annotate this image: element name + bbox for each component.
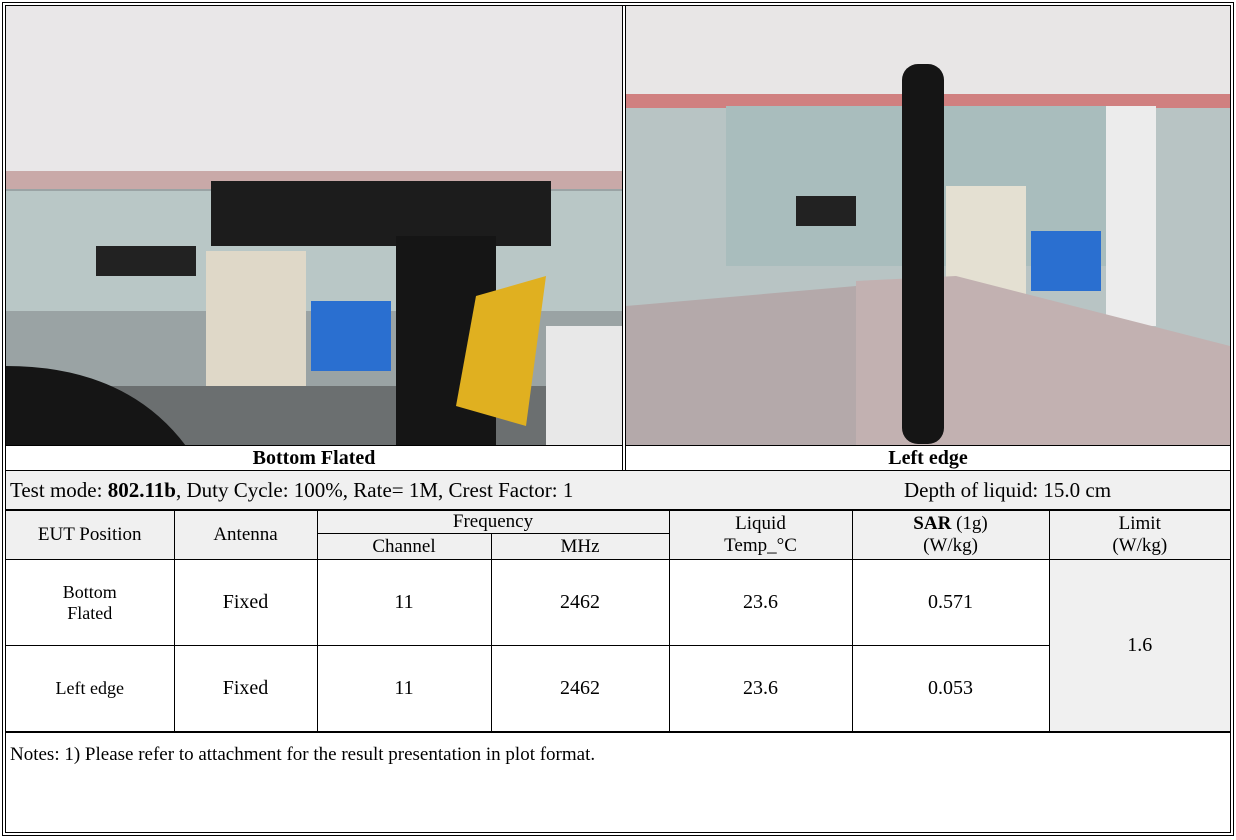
photo: Bottom Flated	[6, 6, 626, 470]
sar-table: EUT Position Antenna Frequency Liquid Tem…	[6, 510, 1230, 732]
data-row: Bottom Flated Fixed 11 2462 23.6 0.571 1.6	[6, 559, 1230, 732]
header-cell: Liquid Temp_°C	[668, 510, 853, 560]
data-cell: 2462	[490, 645, 670, 732]
test-mode-details: , Duty Cycle: 100%, Rate= 1M, Crest Fact…	[175, 478, 574, 502]
header-text: Limit	[1118, 513, 1161, 534]
data-cell: Fixed	[173, 645, 318, 732]
test-mode-label: Test mode:	[10, 478, 103, 502]
photo: Left edge	[626, 6, 1230, 470]
header-cell: Limit (W/kg)	[1048, 510, 1230, 560]
test-mode-row: Test mode: 802.11b, Duty Cycle: 100%, Ra…	[6, 471, 1230, 510]
data-cell: 2462	[490, 559, 670, 646]
header-cell: SAR (1g) (W/kg)	[851, 510, 1050, 560]
header-text: (1g)	[956, 513, 988, 534]
notes: Notes: 1) Please refer to attachment for…	[6, 732, 1230, 777]
header-text: Temp_°C	[724, 535, 797, 556]
data-cell: 23.6	[668, 559, 853, 646]
header-row: EUT Position Antenna Frequency Liquid Tem…	[6, 510, 1230, 560]
data-cell: 11	[316, 645, 492, 732]
data-cell: 0.571	[851, 559, 1050, 646]
photo-caption: Left edge	[626, 445, 1230, 470]
header-text: (W/kg)	[1112, 535, 1168, 556]
data-cell: 23.6	[668, 645, 853, 732]
header-cell: Frequency	[316, 510, 670, 534]
limit-cell: 1.6	[1048, 559, 1230, 732]
header-text: SAR (1g)	[853, 513, 1049, 535]
data-cell: Bottom Flated	[6, 559, 175, 646]
photo-row: Bottom Flated Left edge	[6, 6, 1230, 471]
data-cell: Fixed	[173, 559, 318, 646]
photo-image	[6, 6, 622, 446]
liquid-depth: Depth of liquid: 15.0 cm	[904, 478, 1112, 502]
header-cell: MHz	[490, 533, 670, 560]
header-row: Channel MHz	[6, 533, 1230, 560]
photo-caption: Bottom Flated	[6, 445, 622, 470]
header-bold: SAR	[913, 513, 952, 534]
photo-image	[626, 6, 1230, 446]
data-cell: Left edge	[6, 645, 175, 732]
test-mode-value: 802.11b	[107, 478, 176, 502]
data-cell: 0.053	[851, 645, 1050, 732]
data-row: Left edge Fixed 11 2462 23.6 0.053	[6, 645, 1230, 732]
header-cell: EUT Position	[6, 510, 175, 560]
data-cell: 11	[316, 559, 492, 646]
header-text: Liquid	[735, 513, 786, 534]
header-text: (W/kg)	[923, 535, 978, 556]
header-cell: Antenna	[173, 510, 318, 560]
header-cell: Channel	[317, 533, 492, 560]
